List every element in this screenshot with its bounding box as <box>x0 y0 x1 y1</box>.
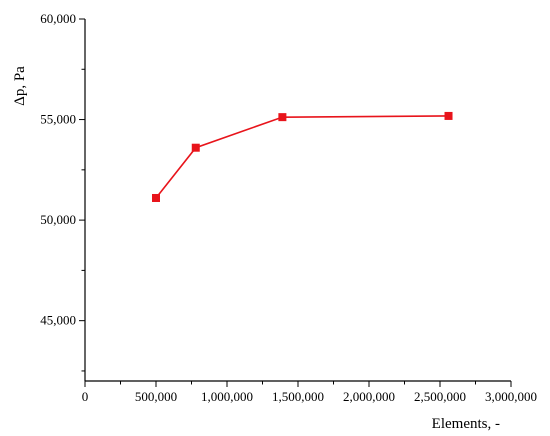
data-point <box>444 111 453 120</box>
y-tick-label: 50,000 <box>40 212 76 227</box>
plot-frame <box>84 19 511 382</box>
series-layer <box>152 111 453 202</box>
y-axis-ticks: 45,000 50,000 55,000 60,000 <box>40 11 85 372</box>
x-tick-label: 2,000,000 <box>343 389 395 404</box>
y-tick-label: 60,000 <box>40 11 76 26</box>
y-tick-label: 45,000 <box>40 313 76 328</box>
x-tick-label: 2,500,000 <box>414 389 466 404</box>
data-point <box>278 113 287 122</box>
y-tick-label: 55,000 <box>40 112 76 127</box>
x-tick-label: 3,000,000 <box>485 389 537 404</box>
data-point <box>191 143 200 152</box>
x-tick-label: 1,500,000 <box>272 389 324 404</box>
data-point <box>152 193 160 202</box>
x-tick-label: 500,000 <box>135 389 177 404</box>
y-axis-title: Δp, Pa <box>12 66 28 106</box>
x-tick-label: 1,000,000 <box>201 389 253 404</box>
x-axis-title: Elements, - <box>432 416 500 432</box>
x-tick-label: 0 <box>82 389 89 404</box>
x-axis-ticks: 0 500,000 1,000,000 1,500,000 2,000,000 2,500… <box>82 381 537 404</box>
series-line <box>155 115 449 199</box>
